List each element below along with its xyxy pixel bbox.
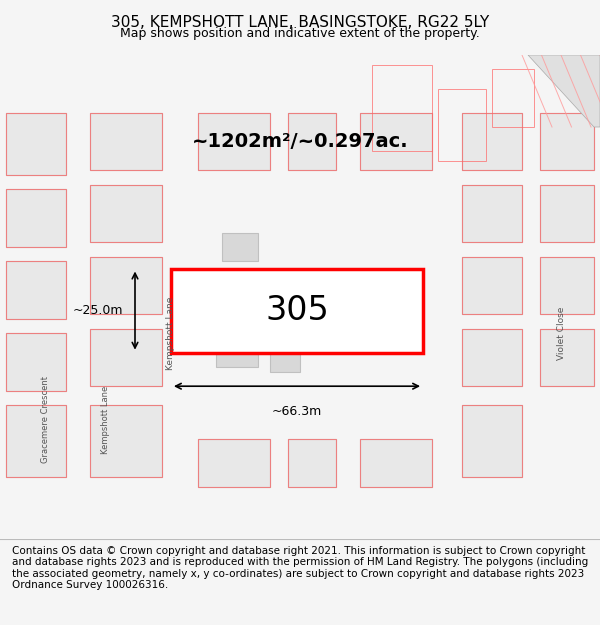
Bar — [288, 439, 336, 487]
Bar — [210, 276, 240, 295]
Bar — [540, 184, 594, 242]
Bar — [90, 112, 162, 170]
Bar — [6, 406, 66, 478]
Bar — [198, 439, 270, 487]
Bar — [372, 64, 432, 151]
Bar — [90, 406, 162, 478]
Bar — [462, 184, 522, 242]
Bar — [6, 189, 66, 247]
Bar — [90, 406, 162, 478]
Text: ~1202m²/~0.297ac.: ~1202m²/~0.297ac. — [191, 132, 409, 151]
Bar — [222, 232, 258, 261]
Bar — [540, 257, 594, 314]
Bar — [198, 439, 270, 487]
Text: Gracemere Crescent: Gracemere Crescent — [41, 376, 49, 463]
Bar — [6, 406, 66, 478]
Bar — [216, 343, 258, 367]
Bar — [462, 257, 522, 314]
Bar — [462, 329, 522, 386]
Bar — [6, 333, 66, 391]
Bar — [540, 112, 594, 170]
Bar — [171, 269, 423, 352]
Bar — [438, 89, 486, 161]
Bar — [90, 184, 162, 242]
Bar — [6, 333, 66, 391]
Bar — [540, 329, 594, 386]
Bar — [6, 112, 66, 175]
Bar — [6, 112, 66, 175]
Bar — [288, 439, 336, 487]
Bar — [6, 261, 66, 319]
Text: Contains OS data © Crown copyright and database right 2021. This information is : Contains OS data © Crown copyright and d… — [12, 546, 588, 591]
Bar — [540, 112, 594, 170]
Bar — [90, 257, 162, 314]
Bar — [288, 112, 336, 170]
Bar — [462, 112, 522, 170]
Polygon shape — [528, 55, 600, 127]
Bar — [90, 184, 162, 242]
Bar — [270, 352, 300, 372]
Text: Kempshott Lane: Kempshott Lane — [101, 386, 110, 454]
Bar — [288, 112, 336, 170]
Bar — [90, 112, 162, 170]
Bar — [360, 439, 432, 487]
Bar — [90, 257, 162, 314]
Bar — [360, 112, 432, 170]
Bar — [6, 189, 66, 247]
Bar — [540, 184, 594, 242]
Bar — [462, 329, 522, 386]
Bar — [360, 439, 432, 487]
Text: ~66.3m: ~66.3m — [272, 406, 322, 418]
Bar — [540, 329, 594, 386]
Bar — [462, 257, 522, 314]
Bar — [198, 112, 270, 170]
Bar — [492, 69, 534, 127]
Text: Kempshott Lane: Kempshott Lane — [166, 297, 175, 370]
Text: Violet Close: Violet Close — [557, 307, 566, 360]
Bar — [90, 329, 162, 386]
Bar — [540, 257, 594, 314]
Bar — [198, 112, 270, 170]
Bar — [462, 406, 522, 478]
Bar — [462, 184, 522, 242]
Bar — [90, 329, 162, 386]
Text: 305: 305 — [265, 294, 329, 327]
Text: Map shows position and indicative extent of the property.: Map shows position and indicative extent… — [120, 27, 480, 39]
Text: ~25.0m: ~25.0m — [73, 304, 123, 317]
Bar — [462, 406, 522, 478]
Bar — [360, 112, 432, 170]
Bar — [6, 261, 66, 319]
Text: 305, KEMPSHOTT LANE, BASINGSTOKE, RG22 5LY: 305, KEMPSHOTT LANE, BASINGSTOKE, RG22 5… — [111, 16, 489, 31]
Bar — [462, 112, 522, 170]
